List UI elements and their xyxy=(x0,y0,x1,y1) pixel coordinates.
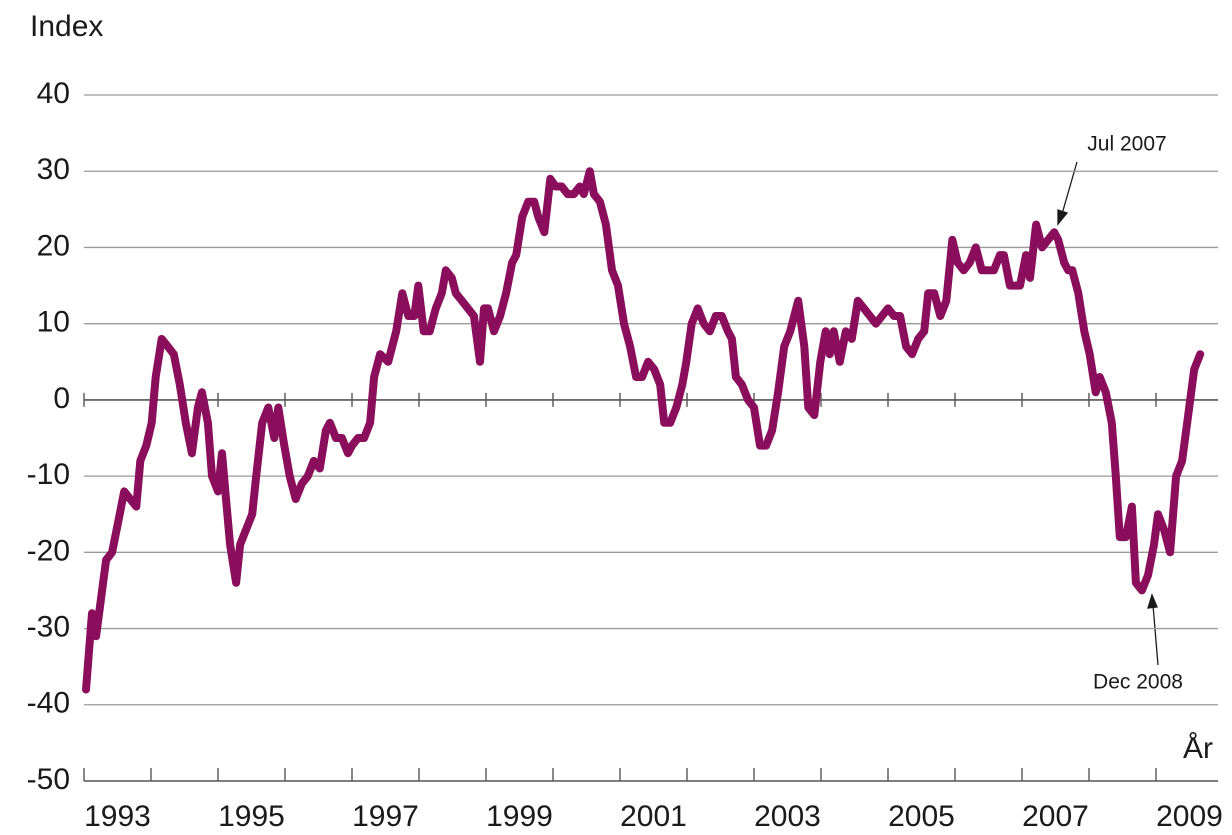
x-tick-label: 2005 xyxy=(888,800,955,833)
arrow-head xyxy=(1147,593,1158,609)
y-tick-label: 40 xyxy=(37,77,70,110)
y-tick-label: -50 xyxy=(27,763,70,796)
y-tick-label: 20 xyxy=(37,229,70,262)
annotation: Jul 2007 xyxy=(1087,133,1166,156)
y-tick-label: -10 xyxy=(27,458,70,491)
annotation: Dec 2008 xyxy=(1093,671,1183,694)
x-tick-label: 2001 xyxy=(620,800,687,833)
y-tick-label: 0 xyxy=(53,382,70,415)
x-tick-label: 2007 xyxy=(1022,800,1089,833)
x-tick-label: 1995 xyxy=(218,800,285,833)
annotation-arrows xyxy=(1057,161,1159,666)
y-tick-label: -20 xyxy=(27,534,70,567)
data-line xyxy=(82,167,1205,694)
y-tick-label: 30 xyxy=(37,153,70,186)
x-tick-label: 2003 xyxy=(754,800,821,833)
y-tick-label: 10 xyxy=(37,306,70,339)
arrow-line xyxy=(1061,161,1078,215)
x-axis-label: År xyxy=(1183,732,1213,765)
x-tick-label: 2009 xyxy=(1156,800,1223,833)
x-tick-label: 1997 xyxy=(352,800,419,833)
arrow-head xyxy=(1057,209,1069,226)
y-axis-label: Index xyxy=(30,10,103,43)
y-tick-label: -30 xyxy=(27,610,70,643)
y-tick-label: -40 xyxy=(27,687,70,720)
x-tick-label: 1993 xyxy=(84,800,151,833)
x-tick-label: 1999 xyxy=(486,800,553,833)
arrow-line xyxy=(1152,604,1159,666)
